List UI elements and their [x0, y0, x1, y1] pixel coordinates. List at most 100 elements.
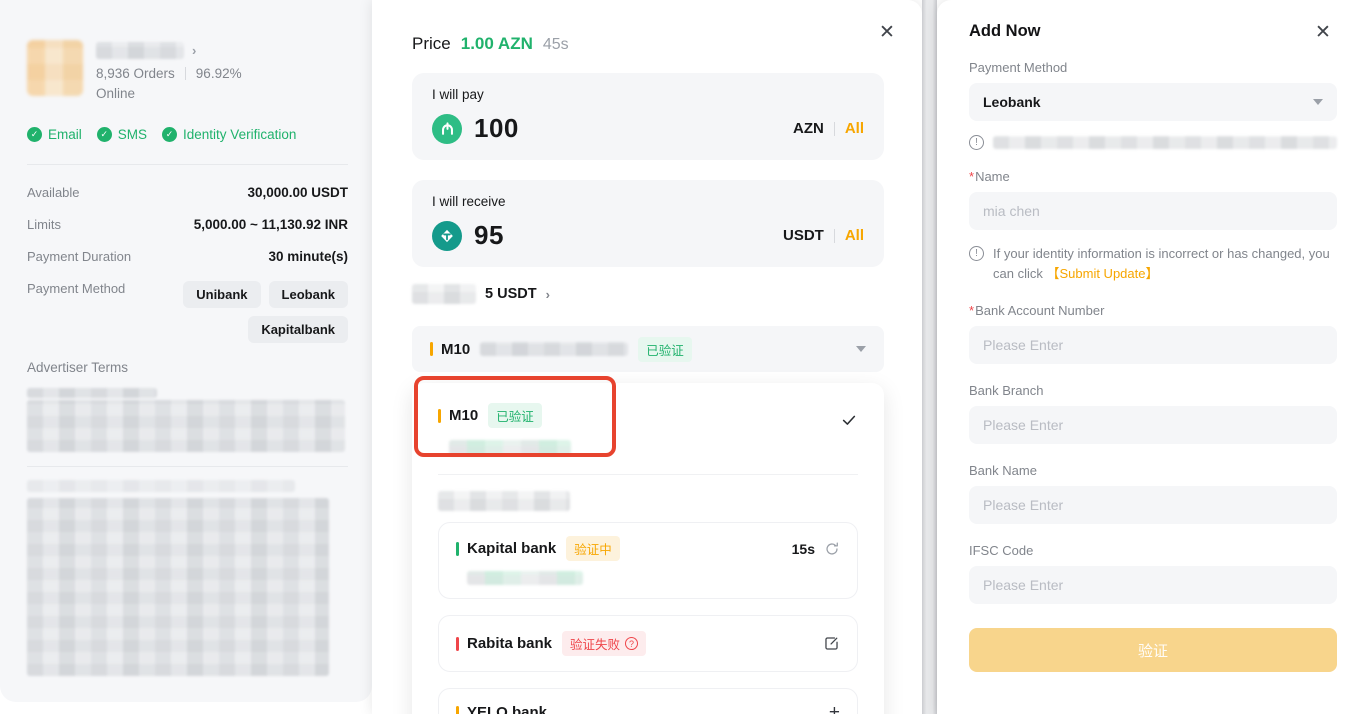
close-icon[interactable]: ✕	[1315, 22, 1331, 43]
name-field[interactable]	[969, 192, 1337, 230]
method-info-row: !	[969, 135, 1337, 150]
stat-value: 30,000.00 USDT	[247, 185, 348, 200]
terms-redacted-paragraph	[27, 400, 345, 452]
method-color-bar	[438, 408, 441, 423]
terms-redacted-block	[27, 498, 329, 676]
payment-method-pill-leobank[interactable]: Leobank	[268, 281, 348, 308]
verified-badge: 已验证	[488, 403, 542, 428]
receive-label: I will receive	[432, 194, 506, 209]
online-status: Online	[96, 86, 136, 101]
badge-email: ✓ Email	[27, 127, 82, 142]
stat-value: 30 minute(s)	[268, 249, 348, 264]
avatar	[27, 40, 83, 96]
modal-title: Add Now	[969, 22, 1041, 40]
add-payment-modal: ✕ Add Now Payment Method Leobank ! *Name…	[937, 0, 1358, 714]
selected-payment-method: Leobank	[983, 94, 1041, 110]
option-name: M10	[449, 407, 479, 424]
option-name: Kapital bank	[467, 540, 557, 557]
check-circle-icon: ✓	[162, 127, 178, 142]
identity-note: ! If your identity information is incorr…	[969, 244, 1337, 284]
dropdown-option-rabita-bank[interactable]: Rabita bank 验证失败 ?	[438, 615, 858, 672]
selected-method-account-redacted	[480, 342, 629, 356]
stat-label: Limits	[27, 217, 61, 232]
method-color-bar	[456, 636, 459, 651]
chevron-down-icon	[856, 346, 866, 352]
bank-branch-field[interactable]	[969, 406, 1337, 445]
receive-amount-input[interactable]: 95	[474, 220, 504, 250]
bank-branch-label: Bank Branch	[969, 383, 1044, 399]
fee-row[interactable]: 5 USDT ›	[412, 284, 884, 304]
ifsc-code-label: IFSC Code	[969, 543, 1034, 559]
option-account-redacted	[449, 440, 571, 456]
divider	[438, 474, 858, 475]
terms-redacted-line	[27, 480, 295, 492]
stat-label: Payment Method	[27, 281, 126, 296]
stat-value: 5,000.00 ~ 11,130.92 INR	[193, 217, 348, 232]
orders-count: 8,936 Orders	[96, 66, 175, 81]
refresh-icon[interactable]	[824, 541, 840, 557]
dropdown-option-m10[interactable]: M10 已验证	[438, 403, 858, 456]
verifying-badge: 验证中	[566, 536, 620, 561]
option-account-redacted	[467, 571, 583, 585]
pay-all-button[interactable]: All	[844, 120, 864, 137]
option-name: Rabita bank	[467, 635, 553, 652]
chevron-down-icon	[1313, 99, 1323, 105]
payment-method-dropdown: M10 已验证 Kapital bank 验证中	[412, 383, 884, 714]
ifsc-code-field[interactable]	[969, 566, 1337, 605]
divider	[833, 121, 835, 136]
payment-method-label: Payment Method	[969, 60, 1068, 75]
chevron-right-icon[interactable]: ›	[192, 43, 197, 58]
info-icon: !	[969, 246, 984, 261]
verify-countdown: 15s	[791, 540, 815, 557]
modal-gap-shadow	[922, 0, 937, 714]
required-mark: *	[969, 169, 975, 184]
azn-manat-icon	[432, 113, 462, 144]
receive-all-button[interactable]: All	[844, 227, 864, 244]
submit-update-link[interactable]: 【Submit Update】	[1046, 266, 1159, 282]
stat-label: Available	[27, 185, 80, 200]
verify-failed-badge: 验证失败 ?	[562, 631, 647, 656]
required-mark: *	[969, 303, 975, 319]
stat-payment-method: Payment Method Unibank Leobank Kapitalba…	[27, 281, 348, 343]
fee-value: 5 USDT	[485, 286, 537, 302]
usdt-icon	[432, 220, 462, 251]
divider	[833, 228, 835, 243]
order-modal: ✕ Price 1.00 AZN 45s I will pay 100 AZN	[372, 0, 922, 714]
method-color-bar	[456, 541, 459, 556]
price-label: Price	[412, 34, 451, 53]
dropdown-option-kapital-bank[interactable]: Kapital bank 验证中 15s	[438, 522, 858, 599]
bank-account-number-label: *Bank Account Number	[969, 303, 1105, 319]
check-circle-icon: ✓	[27, 127, 42, 142]
method-color-bar	[456, 705, 459, 714]
bank-name-field[interactable]	[969, 486, 1337, 525]
dropdown-option-yelo-bank[interactable]: YELO bank +	[438, 688, 858, 714]
identity-note-text: If your identity information is incorrec…	[993, 246, 1330, 282]
name-label: *Name	[969, 169, 1010, 184]
payment-method-pill-kapitalbank[interactable]: Kapitalbank	[248, 316, 348, 343]
pay-amount-input[interactable]: 100	[474, 113, 519, 143]
option-name: YELO bank	[467, 704, 548, 714]
badge-identity-verification: ✓ Identity Verification	[162, 127, 296, 142]
divider	[27, 164, 348, 165]
edit-icon[interactable]	[823, 635, 840, 652]
advertiser-terms-title: Advertiser Terms	[27, 360, 129, 375]
divider	[184, 67, 186, 80]
verify-submit-button[interactable]: 验证	[969, 628, 1337, 673]
badge-sms: ✓ SMS	[96, 127, 147, 142]
fee-label-redacted	[412, 284, 476, 304]
price-refresh-timer: 45s	[542, 36, 569, 53]
bank-account-number-field[interactable]	[969, 326, 1337, 365]
advertiser-profile[interactable]: › 8,936 Orders 96.92% Online	[27, 40, 348, 101]
payment-method-pill-unibank[interactable]: Unibank	[183, 281, 261, 308]
dropdown-group-label-redacted	[438, 491, 570, 511]
close-icon[interactable]: ✕	[879, 22, 895, 43]
receive-currency: USDT	[782, 227, 824, 244]
pay-currency: AZN	[793, 120, 824, 137]
completion-rate: 96.92%	[195, 66, 242, 81]
add-icon[interactable]: +	[828, 701, 840, 714]
help-icon[interactable]: ?	[625, 637, 639, 650]
payment-method-select[interactable]: M10 已验证	[412, 326, 884, 372]
terms-redacted-line	[27, 388, 157, 398]
stat-label: Payment Duration	[27, 249, 132, 264]
payment-method-dropdown[interactable]: Leobank	[969, 83, 1337, 121]
